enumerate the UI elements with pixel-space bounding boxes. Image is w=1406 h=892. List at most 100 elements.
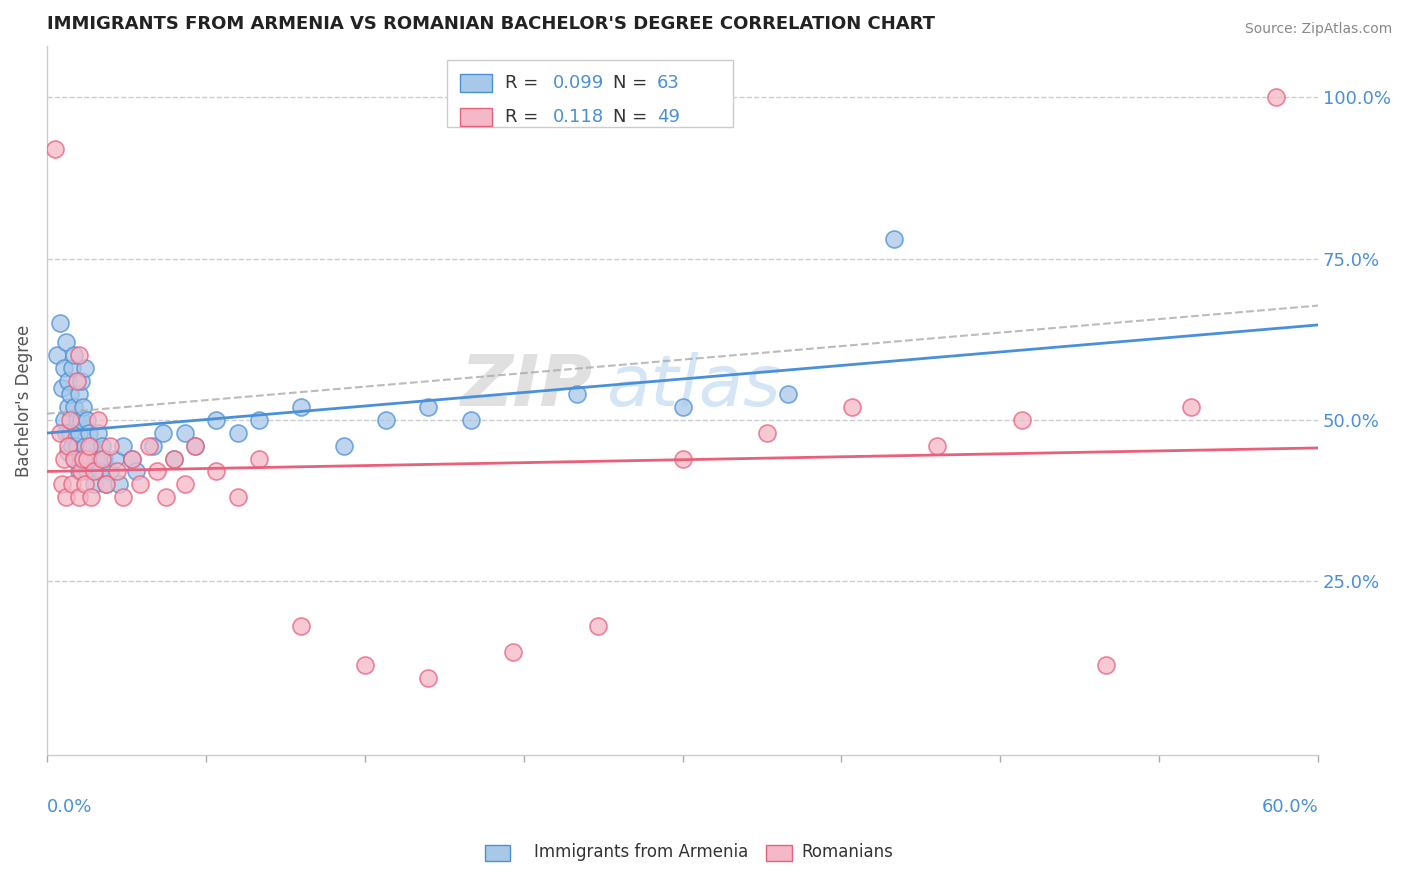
Text: IMMIGRANTS FROM ARMENIA VS ROMANIAN BACHELOR'S DEGREE CORRELATION CHART: IMMIGRANTS FROM ARMENIA VS ROMANIAN BACH… — [46, 15, 935, 33]
Point — [76, 413, 98, 427]
Point — [418, 671, 440, 685]
Text: 60.0%: 60.0% — [1261, 798, 1319, 816]
Point — [56, 400, 79, 414]
Point — [73, 477, 96, 491]
Point — [112, 490, 135, 504]
Point — [51, 477, 73, 491]
Point — [76, 465, 98, 479]
Point — [72, 400, 94, 414]
Point — [84, 451, 107, 466]
Point — [247, 413, 270, 427]
Text: R =: R = — [505, 74, 544, 93]
Point — [48, 425, 70, 440]
Point — [290, 400, 312, 414]
Point — [80, 439, 103, 453]
Point — [55, 335, 77, 350]
Point — [67, 387, 90, 401]
Point — [73, 439, 96, 453]
Point — [104, 451, 127, 466]
Point — [586, 619, 609, 633]
Point — [63, 451, 86, 466]
Point — [56, 439, 79, 453]
Point — [163, 451, 186, 466]
Point — [80, 490, 103, 504]
Text: N =: N = — [613, 74, 652, 93]
Point — [100, 465, 122, 479]
Point — [77, 451, 100, 466]
Point — [418, 400, 440, 414]
Point — [226, 490, 249, 504]
Point — [91, 439, 114, 453]
Point — [1011, 413, 1033, 427]
Point — [841, 400, 863, 414]
FancyBboxPatch shape — [447, 60, 734, 128]
Point — [121, 451, 143, 466]
Point — [60, 361, 83, 376]
FancyBboxPatch shape — [460, 108, 492, 126]
Point — [72, 451, 94, 466]
Point — [65, 374, 87, 388]
Point — [59, 425, 82, 440]
Point — [65, 413, 87, 427]
Point — [125, 465, 148, 479]
Point — [247, 451, 270, 466]
Point — [56, 374, 79, 388]
Point — [60, 439, 83, 453]
Point — [96, 477, 118, 491]
Point — [96, 477, 118, 491]
Text: R =: R = — [505, 108, 550, 126]
Point — [89, 465, 111, 479]
Point — [56, 445, 79, 459]
Point — [138, 439, 160, 453]
Point — [565, 387, 588, 401]
Point — [51, 381, 73, 395]
Point — [87, 413, 110, 427]
Point — [59, 387, 82, 401]
Text: ZIP: ZIP — [461, 351, 593, 421]
Point — [1095, 658, 1118, 673]
Point — [67, 348, 90, 362]
Text: 0.099: 0.099 — [553, 74, 605, 93]
Y-axis label: Bachelor's Degree: Bachelor's Degree — [15, 325, 32, 476]
Point — [332, 439, 354, 453]
Point — [142, 439, 165, 453]
Point — [48, 316, 70, 330]
Point — [146, 465, 169, 479]
Point — [72, 451, 94, 466]
Point — [1180, 400, 1202, 414]
Point — [52, 413, 75, 427]
Point — [55, 425, 77, 440]
Point — [67, 490, 90, 504]
Point — [129, 477, 152, 491]
Point — [184, 439, 207, 453]
Point — [69, 413, 91, 427]
Point — [69, 465, 91, 479]
Point — [173, 425, 195, 440]
Point — [883, 232, 905, 246]
Point — [69, 374, 91, 388]
Text: Romanians: Romanians — [801, 843, 893, 861]
Point — [93, 451, 115, 466]
Point — [91, 451, 114, 466]
Point — [353, 658, 375, 673]
Text: 63: 63 — [657, 74, 681, 93]
Point — [173, 477, 195, 491]
Point — [83, 465, 105, 479]
Point — [671, 400, 693, 414]
Point — [1264, 90, 1286, 104]
Point — [155, 490, 177, 504]
Point — [63, 400, 86, 414]
Point — [44, 142, 66, 156]
Point — [60, 477, 83, 491]
Point — [460, 413, 482, 427]
Point — [65, 439, 87, 453]
Point — [374, 413, 396, 427]
Point — [67, 425, 90, 440]
Point — [105, 465, 128, 479]
Point — [100, 439, 122, 453]
Point — [778, 387, 800, 401]
Point — [121, 451, 143, 466]
Point — [671, 451, 693, 466]
Text: Immigrants from Armenia: Immigrants from Armenia — [534, 843, 748, 861]
Point — [83, 477, 105, 491]
